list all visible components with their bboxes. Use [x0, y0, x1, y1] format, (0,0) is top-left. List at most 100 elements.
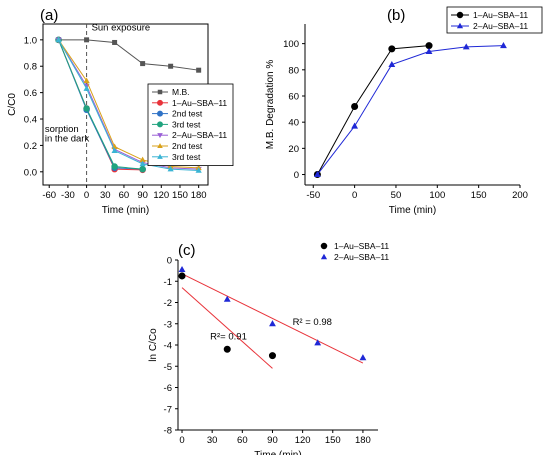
- x-tick-label: 50: [391, 190, 402, 201]
- legend-marker: [157, 99, 163, 106]
- legend-label: 3rd test: [172, 152, 201, 162]
- y-tick-label: 0: [167, 256, 172, 267]
- y-tick-label: 0.8: [24, 62, 37, 73]
- series-line: [58, 39, 199, 71]
- legend-label: 2–Au–SBA–11: [334, 252, 389, 262]
- legend-label: 2nd test: [172, 141, 203, 151]
- annotation: sorption: [45, 124, 79, 135]
- legend-marker: [456, 11, 464, 19]
- x-tick-label: 90: [137, 190, 148, 201]
- data-point: [462, 43, 470, 50]
- data-point: [83, 77, 90, 83]
- series-2: [313, 42, 507, 178]
- panel-label: (c): [178, 242, 196, 259]
- x-tick-label: -50: [306, 190, 320, 201]
- legend-label: 2–Au–SBA–11: [473, 21, 528, 31]
- data-point: [55, 36, 62, 43]
- legend-label: 1–Au–SBA–11: [473, 10, 528, 20]
- annotation: Sun exposure: [92, 23, 151, 34]
- x-tick-label: -60: [42, 190, 56, 201]
- series-1: [313, 42, 433, 179]
- y-axis-label: ln C/Co: [148, 328, 159, 362]
- legend-label: 1–Au–SBA–11: [334, 241, 389, 251]
- data-point: [83, 85, 90, 91]
- data-point: [168, 63, 174, 69]
- x-tick-label: 150: [172, 190, 188, 201]
- x-tick-label: 30: [207, 435, 218, 446]
- x-tick-label: 150: [325, 435, 341, 446]
- legend-label: 1–Au–SBA–11: [172, 98, 227, 108]
- panel-label: (a): [40, 7, 58, 24]
- legend-box: [446, 6, 543, 34]
- y-tick-label: -2: [164, 298, 172, 309]
- x-axis-label: Time (min): [102, 205, 149, 216]
- y-tick-label: -8: [164, 426, 172, 437]
- annotation: R² = 0.98: [293, 317, 332, 328]
- y-tick-label: 100: [283, 39, 299, 50]
- y-tick-label: 40: [288, 118, 299, 129]
- legend-label: 3rd test: [172, 119, 201, 129]
- x-axis-label: Time (min): [254, 450, 301, 455]
- legend-label: 2nd test: [172, 109, 203, 119]
- y-axis-label: C/C0: [7, 93, 18, 116]
- data-point: [500, 42, 507, 49]
- data-point: [178, 272, 186, 280]
- x-tick-label: 30: [100, 190, 111, 201]
- x-tick-label: 120: [295, 435, 311, 446]
- fit-line-2: [181, 273, 364, 364]
- y-tick-label: 0.6: [24, 88, 37, 99]
- legend: 1–Au–SBA–112–Au–SBA–11: [320, 241, 389, 262]
- data-point: [388, 45, 396, 53]
- y-tick-label: -1: [164, 277, 172, 288]
- panel-label: (b): [387, 7, 405, 24]
- x-tick-label: 150: [471, 190, 487, 201]
- legend-marker: [157, 89, 163, 95]
- series-line: [58, 39, 143, 171]
- data-point: [359, 354, 367, 361]
- data-point: [269, 320, 276, 327]
- chart-panel-3: (c) 0 30 60 90 120 150 180 0 -1 -2 -3 -4 -5 -6 -7 -8 Time…: [148, 241, 389, 455]
- x-tick-label: 120: [153, 190, 169, 201]
- legend: 1–Au–SBA–112–Au–SBA–11: [446, 6, 543, 34]
- chart-panel-1: (a) -60 -30 0 30 60 90 120 150 180 0.0 0.2 0.4 0.6 0.8…: [7, 7, 234, 216]
- x-tick-label: 60: [119, 190, 130, 201]
- x-tick-label: 0: [84, 190, 89, 201]
- data-point: [313, 170, 321, 178]
- x-tick-label: 0: [352, 190, 357, 201]
- y-tick-label: 0: [294, 170, 299, 181]
- y-axis-label: M.B. Degradation %: [265, 60, 276, 150]
- data-point: [314, 339, 322, 346]
- data-point: [139, 156, 146, 163]
- data-point: [268, 352, 276, 360]
- y-tick-label: 80: [288, 65, 299, 76]
- legend-marker: [320, 253, 328, 260]
- y-tick-label: 1.0: [24, 35, 37, 46]
- data-point: [195, 167, 202, 173]
- data-point: [388, 61, 396, 68]
- y-tick-label: 0.4: [24, 115, 37, 126]
- y-tick-label: -6: [164, 383, 172, 394]
- legend-label: M.B.: [172, 87, 189, 97]
- series-line: [58, 39, 199, 170]
- series-line: [58, 39, 199, 169]
- data-point: [111, 163, 118, 170]
- x-tick-label: 90: [267, 435, 278, 446]
- data-point: [223, 295, 231, 302]
- x-tick-label: 180: [355, 435, 371, 446]
- data-point: [178, 265, 186, 273]
- data-point: [139, 160, 146, 167]
- legend-marker: [157, 153, 163, 159]
- legend-marker: [456, 22, 464, 29]
- series-line: [58, 39, 199, 171]
- x-axis-label: Time (min): [389, 205, 436, 216]
- data-point: [111, 147, 118, 153]
- chart-panel-2: (b) -50 0 50 100 150 200 0 20 40 60 80 100 Time (min)…: [265, 6, 543, 216]
- series-1: [178, 272, 276, 360]
- y-tick-label: -4: [164, 341, 172, 352]
- data-point: [196, 67, 202, 73]
- y-tick-label: 0.0: [24, 167, 37, 178]
- legend-marker: [157, 133, 163, 139]
- x-tick-label: 0: [179, 435, 184, 446]
